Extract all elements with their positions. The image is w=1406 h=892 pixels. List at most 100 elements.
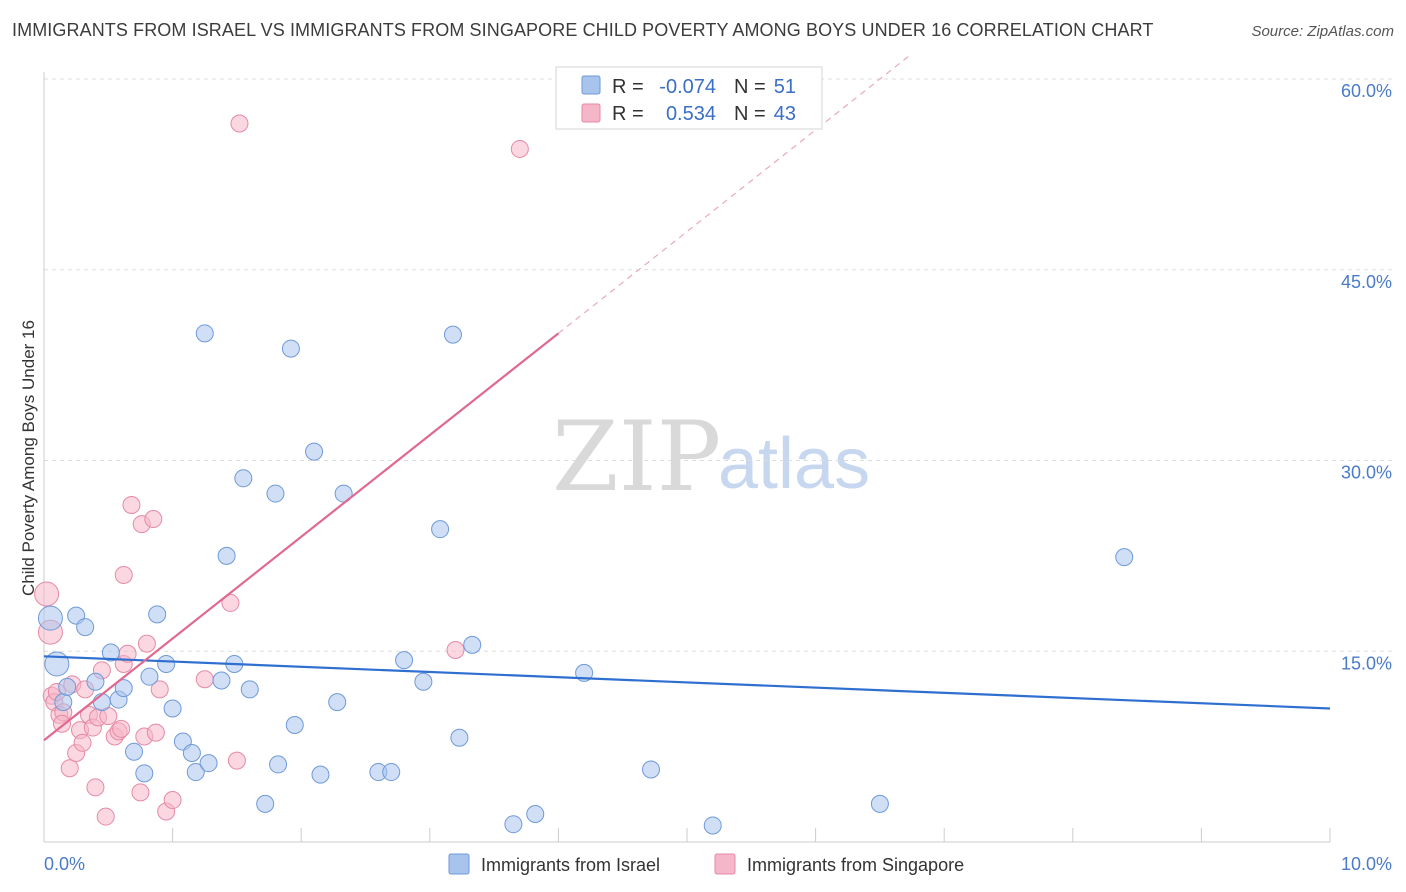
point-israel-44 [504,815,523,834]
legend-israel-n-value: 51 [774,76,796,98]
y-tick-labels: 15.0% 30.0% 45.0% 60.0% [1341,81,1392,673]
trend-line-singapore [43,332,560,742]
point-israel-28 [266,484,285,503]
point-israel-10 [114,679,133,698]
x-tick-label-10: 10.0% [1341,854,1392,874]
point-israel-45 [526,805,545,824]
point-singapore-33 [150,680,169,699]
point-israel-50 [1115,548,1134,567]
point-israel-31 [285,716,304,735]
legend-israel-n-label: N = [734,76,766,98]
legend-bottom: Immigrants from Israel Immigrants from S… [448,853,964,875]
point-israel-39 [414,672,433,691]
point-israel-6 [86,672,105,691]
watermark-atlas: atlas [718,424,870,504]
point-israel-12 [135,764,154,783]
point-israel-32 [305,442,324,461]
point-israel-27 [256,794,275,813]
gridlines [44,78,1392,652]
point-israel-8 [101,643,120,662]
legend-israel-swatch [581,75,601,95]
legend-bottom-israel-label: Immigrants from Israel [481,855,660,875]
point-israel-37 [382,763,401,782]
point-israel-18 [182,743,201,762]
legend-bottom-singapore-swatch [714,853,736,875]
point-israel-34 [328,693,347,712]
point-singapore-24 [114,565,133,584]
legend-bottom-singapore-label: Immigrants from Singapore [747,855,964,875]
legend-israel-r-value: -0.074 [659,76,716,98]
legend-singapore-swatch [581,103,601,123]
x-tick-label-0: 0.0% [44,854,85,874]
legend-israel-r-label: R = [612,76,644,98]
point-singapore-26 [122,496,141,515]
point-israel-21 [199,754,218,773]
point-singapore-7 [60,759,79,778]
point-israel-23 [217,546,236,565]
point-singapore-0 [34,581,60,607]
y-tick-label-45: 45.0% [1341,272,1392,292]
point-singapore-39 [230,114,249,133]
point-israel-7 [92,693,111,712]
point-israel-33 [311,765,330,784]
point-singapore-27 [131,783,150,802]
point-israel-0 [37,605,63,631]
point-singapore-35 [163,791,182,810]
watermark-zip: ZIP [552,401,721,513]
point-singapore-32 [146,723,165,742]
trend-lines [43,53,1331,742]
point-israel-3 [58,677,77,696]
point-singapore-41 [510,139,529,158]
point-singapore-15 [86,778,105,797]
point-singapore-30 [137,634,156,653]
legend-singapore-n-value: 43 [774,103,796,125]
point-singapore-40 [446,640,465,659]
point-singapore-38 [227,751,246,770]
point-israel-15 [157,654,176,673]
point-israel-13 [140,667,159,686]
legend-singapore-r-label: R = [612,103,644,125]
point-israel-42 [450,728,469,747]
point-israel-16 [163,699,182,718]
point-israel-11 [125,742,144,761]
point-singapore-18 [96,807,115,826]
point-israel-25 [234,469,253,488]
series-singapore-points [34,114,529,826]
y-axis-label: Child Poverty Among Boys Under 16 [19,320,38,596]
point-israel-19 [186,763,205,782]
point-singapore-11 [73,733,92,752]
y-tick-label-15: 15.0% [1341,653,1392,673]
point-israel-30 [281,339,300,358]
point-israel-43 [463,635,482,654]
series-israel-points [37,324,1134,835]
point-singapore-36 [195,670,214,689]
point-israel-41 [443,325,462,344]
point-israel-48 [703,816,722,835]
legend-singapore-n-label: N = [734,103,766,125]
point-israel-14 [148,605,167,624]
source-credit: Source: ZipAtlas.com [1251,23,1394,40]
point-israel-40 [431,520,450,539]
point-israel-2 [54,693,73,712]
point-israel-29 [269,755,288,774]
x-ticks [43,828,1331,842]
legend-singapore-r-value: 0.534 [666,103,716,125]
y-tick-label-60: 60.0% [1341,81,1392,101]
point-israel-49 [870,794,889,813]
point-israel-38 [395,651,414,670]
point-israel-20 [195,324,214,343]
point-singapore-37 [221,593,240,612]
trend-line-israel [43,655,1331,710]
point-israel-5 [76,618,95,637]
trend-extension-singapore [558,53,913,334]
legend-bottom-israel-swatch [448,853,470,875]
point-israel-22 [212,671,231,690]
point-israel-26 [240,680,259,699]
legend-top: R = -0.074 N = 51 R = 0.534 N = 43 [555,66,823,130]
y-tick-label-30: 30.0% [1341,463,1392,483]
point-israel-47 [641,760,660,779]
chart-title: IMMIGRANTS FROM ISRAEL VS IMMIGRANTS FRO… [12,20,1154,40]
point-singapore-22 [112,719,131,738]
point-singapore-31 [144,509,163,528]
